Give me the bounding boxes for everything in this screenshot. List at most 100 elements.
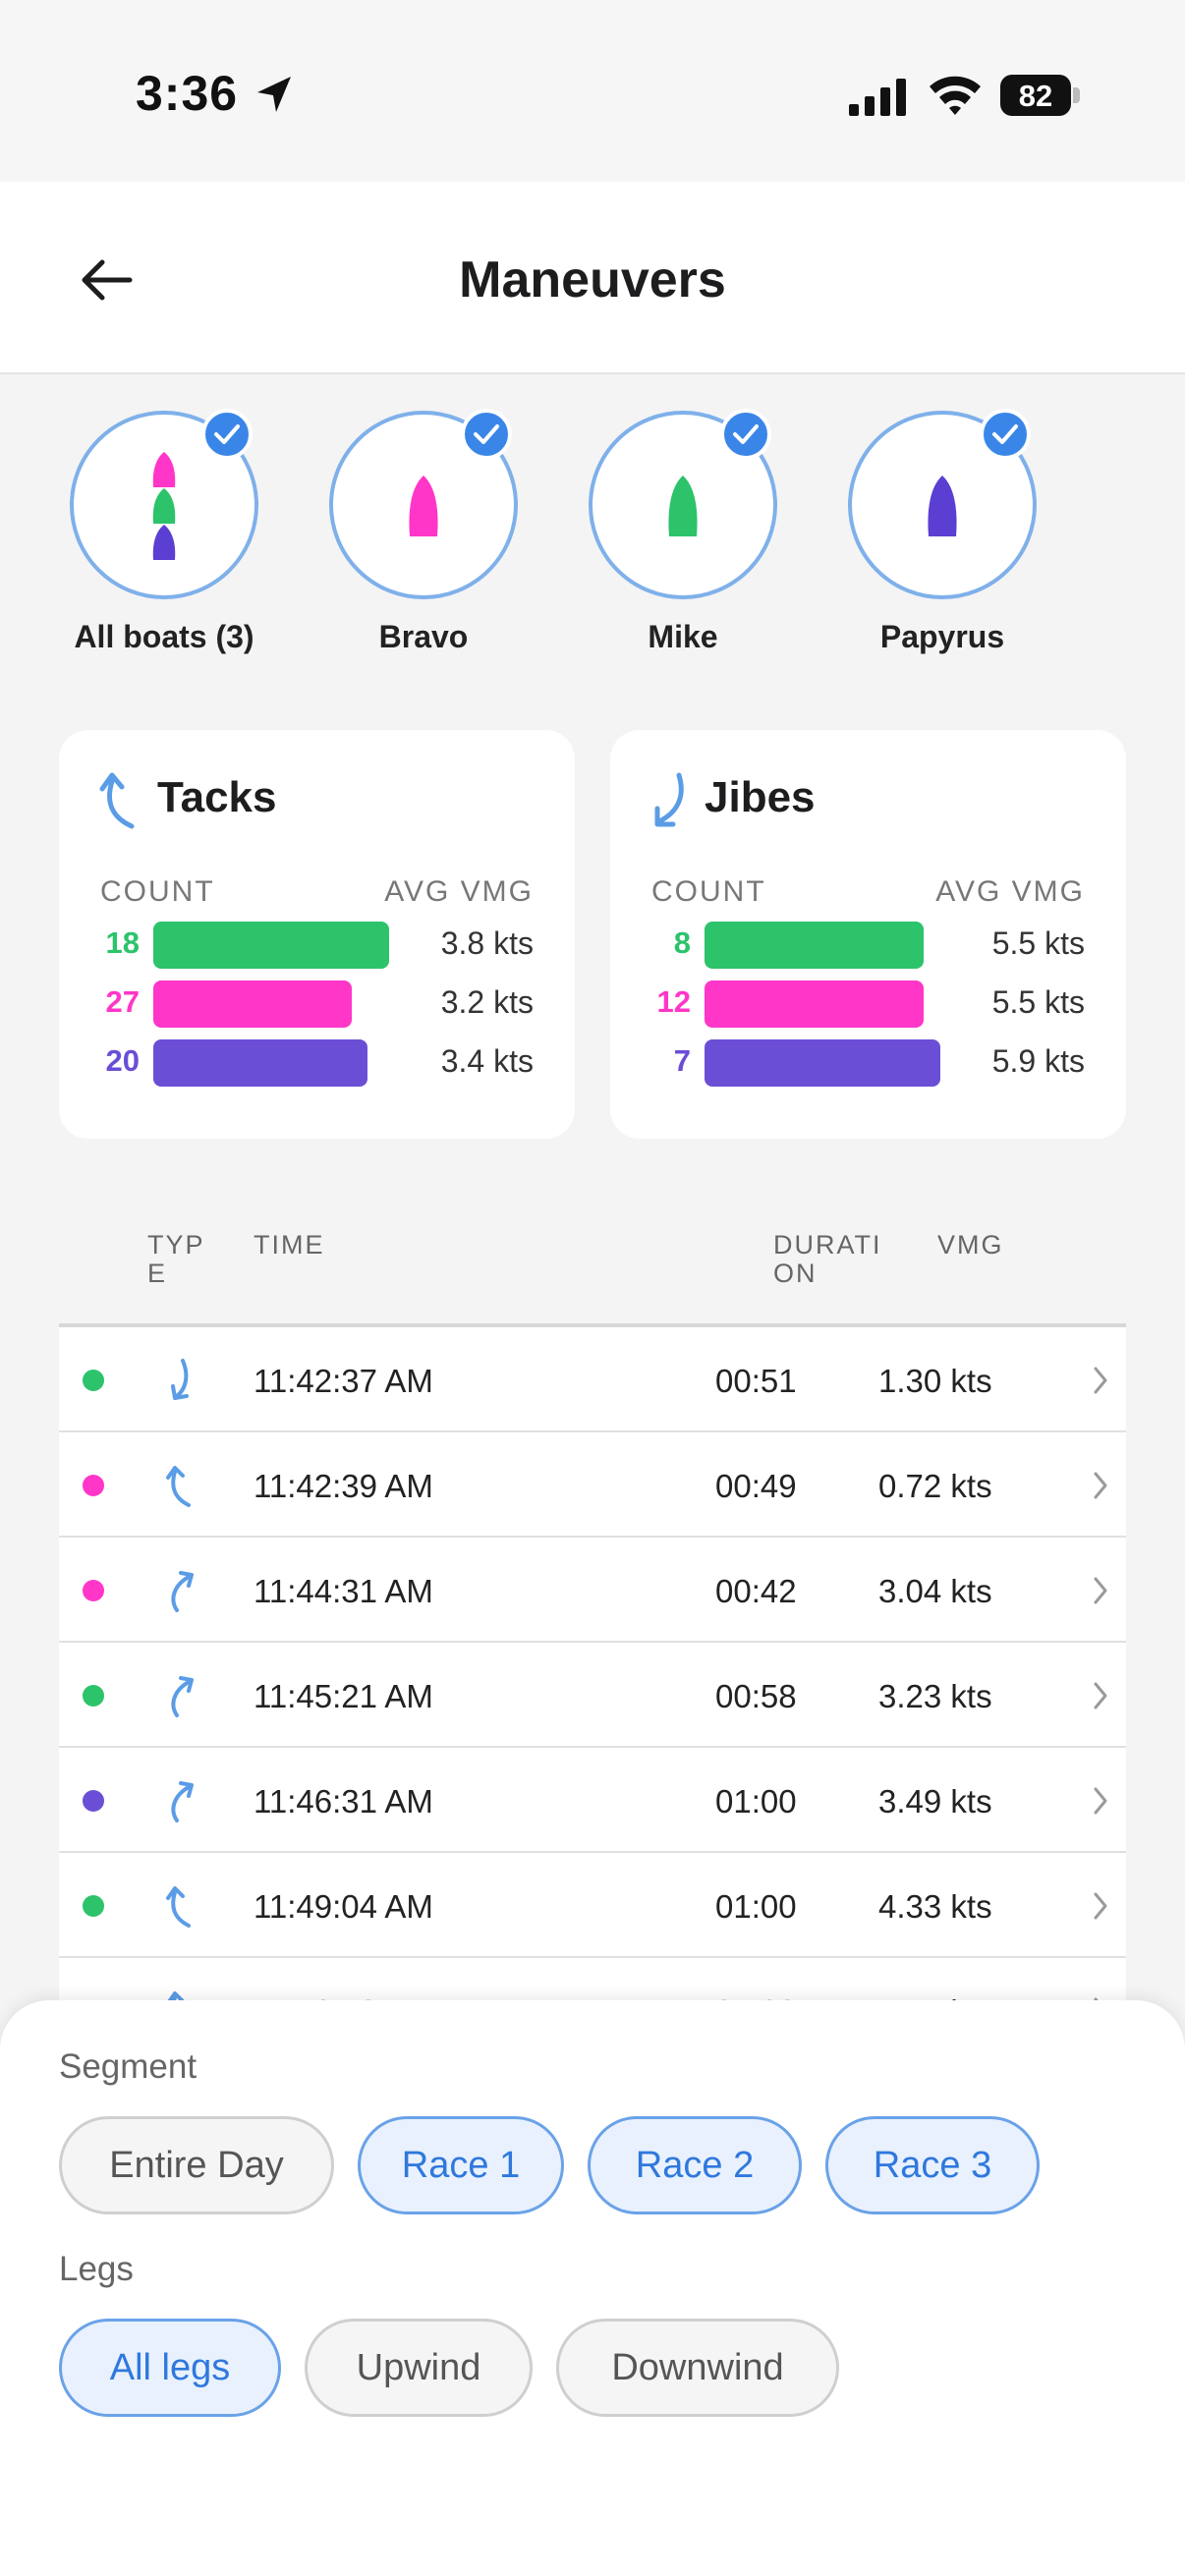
maneuver-vmg: 3.23 kts: [878, 1678, 992, 1714]
avg-vmg-header: AVG VMG: [384, 875, 534, 908]
jibe-icon: [654, 772, 684, 827]
boat-color-dot: [83, 1475, 104, 1496]
legs-chip-upwind[interactable]: Upwind: [305, 2319, 533, 2417]
maneuver-vmg: 3.49 kts: [878, 1783, 992, 1820]
boat-color-dot: [83, 1580, 104, 1601]
stat-count: 27: [105, 984, 140, 1019]
legs-chip-downwind[interactable]: Downwind: [556, 2319, 839, 2417]
stat-row: 8 5.5 kts: [610, 920, 1126, 969]
maneuver-duration: 01:00: [715, 1993, 797, 2000]
jibes-card: Jibes COUNT AVG VMG 8 5.5 kts 12 5.5 kts…: [610, 730, 1126, 1139]
chevron-right-icon: [1094, 1472, 1107, 1499]
header-text: E: [147, 1259, 168, 1288]
maneuver-time: 11:42:39 AM: [254, 1468, 433, 1504]
boat-label: Bravo: [378, 619, 469, 654]
tack-icon: [171, 1676, 194, 1717]
table-row[interactable]: 11:46:31 AM 01:00 3.49 kts: [59, 1748, 1126, 1853]
tack-icon: [99, 772, 135, 829]
vmg-column-header[interactable]: VMG: [937, 1230, 1004, 1260]
battery-level: 82: [1018, 79, 1053, 113]
header-text: ON: [773, 1259, 818, 1288]
checkmark-icon: [720, 409, 771, 460]
stat-count: 18: [105, 925, 140, 960]
maneuver-duration: 00:49: [715, 1468, 797, 1504]
page-title: Maneuvers: [459, 252, 726, 308]
stat-bar: [705, 1039, 940, 1087]
battery-icon: 82: [1000, 75, 1081, 116]
tack-icon: [167, 1991, 185, 2000]
boat-filter-papyrus[interactable]: Papyrus: [848, 409, 1044, 666]
stat-row: 20 3.4 kts: [59, 1037, 575, 1087]
stat-bar: [153, 1039, 367, 1087]
boat-label: Papyrus: [879, 619, 1005, 654]
segment-chip-race-1[interactable]: Race 1: [358, 2116, 564, 2214]
stat-bar: [705, 922, 924, 969]
count-header: COUNT: [651, 875, 766, 908]
type-column-header[interactable]: TYP E: [147, 1231, 205, 1288]
stat-bar: [705, 980, 924, 1028]
boat-label: All boats (3): [74, 619, 254, 654]
boat-filter-all[interactable]: All boats (3): [70, 409, 266, 666]
table-row[interactable]: 11:49:04 AM 01:00 4.33 kts: [59, 1853, 1126, 1958]
maneuver-duration: 01:00: [715, 1783, 797, 1820]
table-row[interactable]: 11:42:39 AM 00:49 0.72 kts: [59, 1432, 1126, 1538]
jibes-title: Jibes: [705, 773, 816, 821]
duration-column-header[interactable]: DURATI ON: [773, 1231, 882, 1288]
boat-color-dot: [83, 1370, 104, 1391]
boat-filter-mike[interactable]: Mike: [589, 409, 785, 666]
stat-row: 27 3.2 kts: [59, 979, 575, 1028]
header-text: DURATI: [773, 1230, 882, 1260]
chevron-right-icon: [1094, 1892, 1107, 1920]
table-row[interactable]: 11:44:31 AM 00:42 3.04 kts: [59, 1538, 1126, 1643]
stat-count: 20: [105, 1043, 140, 1078]
segment-chip-entire-day[interactable]: Entire Day: [59, 2116, 334, 2214]
stat-vmg: 3.8 kts: [440, 925, 534, 961]
maneuver-duration: 01:00: [715, 1888, 797, 1925]
stat-bar: [153, 980, 352, 1028]
chevron-right-icon: [1094, 1367, 1107, 1394]
maneuvers-table: 11:42:37 AM 00:51 1.30 kts 11:42:39 AM 00:49…: [59, 1327, 1126, 2000]
maneuver-time: 11:46:31 AM: [254, 1783, 433, 1820]
stat-vmg: 3.4 kts: [440, 1043, 534, 1079]
cellular-signal-icon: [849, 79, 906, 116]
table-header: TYP E TIME DURATI ON VMG: [59, 1223, 1126, 1327]
boat-filter-bravo[interactable]: Bravo: [329, 409, 526, 666]
maneuver-vmg: 0.72 kts: [878, 1468, 992, 1504]
boat-color-dot: [83, 1790, 104, 1812]
tack-icon: [171, 1781, 194, 1822]
stat-row: 12 5.5 kts: [610, 979, 1126, 1028]
maneuver-vmg: 4.54 kts: [878, 1993, 992, 2000]
table-row[interactable]: 11:42:37 AM 00:51 1.30 kts: [59, 1327, 1126, 1432]
count-header: COUNT: [100, 875, 215, 908]
segment-chip-race-2[interactable]: Race 2: [588, 2116, 802, 2214]
location-arrow-icon: [257, 77, 291, 112]
tacks-card: Tacks COUNT AVG VMG 18 3.8 kts 27 3.2 kt…: [59, 730, 575, 1139]
table-row[interactable]: 11:49:10 AM 01:00 4.54 kts: [59, 1958, 1126, 2000]
header-text: TYP: [147, 1230, 205, 1260]
time-column-header[interactable]: TIME: [254, 1230, 325, 1260]
legs-chip-all-legs[interactable]: All legs: [59, 2319, 281, 2417]
back-button[interactable]: [69, 249, 143, 311]
stat-row: 18 3.8 kts: [59, 920, 575, 969]
table-row[interactable]: 11:45:21 AM 00:58 3.23 kts: [59, 1643, 1126, 1748]
maneuver-time: 11:49:04 AM: [254, 1888, 433, 1925]
back-arrow-icon: [82, 259, 133, 301]
checkmark-icon: [980, 409, 1031, 460]
stat-count: 12: [656, 984, 691, 1019]
legs-label: Legs: [59, 2250, 134, 2288]
stat-vmg: 3.2 kts: [440, 984, 534, 1020]
stat-count: 8: [673, 925, 691, 960]
boat-color-dot: [83, 1685, 104, 1707]
stat-count: 7: [673, 1043, 691, 1078]
maneuver-vmg: 1.30 kts: [878, 1363, 992, 1399]
segment-chip-race-3[interactable]: Race 3: [825, 2116, 1040, 2214]
wifi-icon: [930, 76, 981, 115]
stat-vmg: 5.9 kts: [991, 1043, 1085, 1079]
header: Maneuvers: [0, 182, 1185, 374]
tack-icon: [166, 1886, 191, 1928]
stat-vmg: 5.5 kts: [991, 984, 1085, 1020]
segment-label: Segment: [59, 2047, 198, 2086]
chevron-right-icon: [1094, 1577, 1107, 1604]
maneuver-time: 11:44:31 AM: [254, 1573, 433, 1609]
chevron-right-icon: [1094, 1682, 1107, 1709]
